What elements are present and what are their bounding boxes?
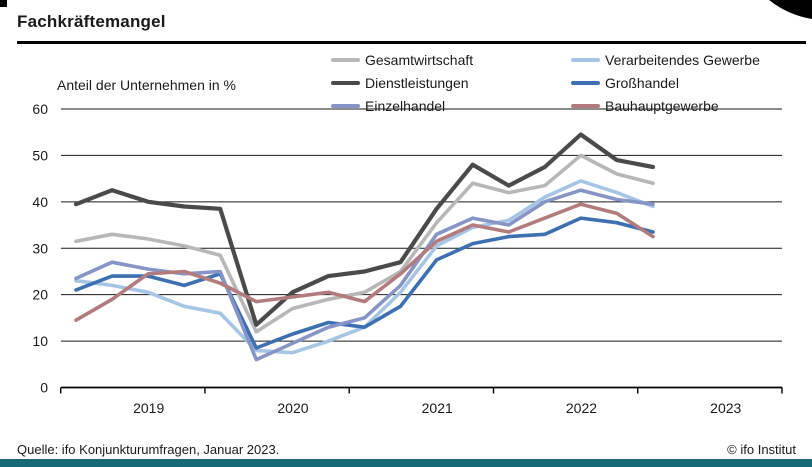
legend-item-verarbeitendes-gewerbe: Verarbeitendes Gewerbe	[571, 52, 806, 68]
title-rule	[17, 41, 806, 44]
x-tick-label: 2023	[710, 400, 741, 416]
legend-item-gro-handel: Großhandel	[571, 75, 806, 91]
legend-swatch	[571, 57, 600, 62]
x-tick-label: 2020	[277, 400, 308, 416]
page-title: Fachkräftemangel	[17, 12, 166, 31]
y-tick-label: 20	[32, 287, 48, 303]
series-line-bauhauptgewerbe	[74, 202, 655, 323]
series-line-gesamtwirtschaft	[74, 153, 655, 334]
x-tick-label: 2021	[422, 400, 453, 416]
legend-swatch	[331, 80, 360, 85]
legend-label: Großhandel	[605, 74, 679, 91]
y-tick-label: 60	[32, 101, 48, 117]
top-left-corner-mark	[0, 0, 7, 7]
legend-swatch	[331, 103, 360, 108]
legend-label: Gesamtwirtschaft	[365, 51, 474, 68]
axis-unit-label: Anteil der Unternehmen in %	[57, 77, 236, 93]
series-line-einzelhandel	[74, 188, 655, 362]
legend-swatch	[331, 57, 360, 62]
x-tick-label: 2019	[133, 400, 164, 416]
y-tick-label: 30	[32, 240, 48, 256]
legend-item-dienstleistungen: Dienstleistungen	[331, 75, 571, 91]
source-note: Quelle: ifo Konjunkturumfragen, Januar 2…	[17, 442, 280, 457]
y-tick-label: 0	[40, 380, 48, 396]
legend-label: Verarbeitendes Gewerbe	[605, 51, 760, 68]
legend-swatch	[571, 80, 600, 85]
y-tick-label: 40	[32, 194, 48, 210]
legend-label: Dienstleistungen	[365, 74, 469, 91]
x-tick-label: 2022	[566, 400, 597, 416]
series-line-dienstleistungen	[73, 132, 656, 327]
legend-swatch	[571, 103, 600, 108]
legend-item-gesamtwirtschaft: Gesamtwirtschaft	[331, 52, 571, 68]
top-right-corner-mark	[769, 0, 812, 19]
y-tick-label: 50	[32, 147, 48, 163]
series-line-gro-handel	[74, 216, 655, 350]
copyright-note: © ifo Institut	[727, 442, 796, 457]
legend: Gesamtwirtschaft Verarbeitendes Gewerbe Di…	[331, 48, 806, 117]
brand-bar	[0, 459, 812, 467]
y-tick-label: 10	[32, 333, 48, 349]
